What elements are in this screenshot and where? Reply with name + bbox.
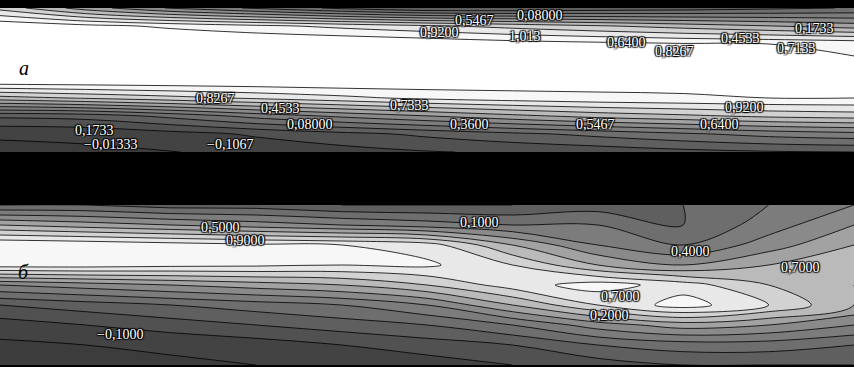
svg-text:0,4533: 0,4533	[261, 101, 300, 116]
svg-text:0,4000: 0,4000	[671, 244, 710, 259]
svg-text:0,9200: 0,9200	[420, 25, 459, 40]
svg-text:0,6400: 0,6400	[700, 117, 739, 132]
svg-text:−0,1000: −0,1000	[97, 327, 143, 342]
svg-text:0,7000: 0,7000	[601, 289, 640, 304]
svg-text:а: а	[19, 57, 29, 79]
svg-text:0,6400: 0,6400	[607, 35, 646, 50]
svg-text:0,08000: 0,08000	[287, 117, 333, 132]
svg-text:0,5467: 0,5467	[455, 13, 494, 28]
svg-text:0,8267: 0,8267	[196, 91, 235, 106]
svg-text:−0,1067: −0,1067	[207, 137, 253, 152]
svg-text:−0,01333: −0,01333	[84, 137, 137, 152]
svg-text:0,9000: 0,9000	[226, 233, 265, 248]
svg-text:0,1733: 0,1733	[795, 21, 834, 36]
svg-text:1,013: 1,013	[509, 29, 541, 44]
svg-text:0,3600: 0,3600	[450, 117, 489, 132]
svg-text:б: б	[18, 261, 29, 283]
svg-text:0,1000: 0,1000	[460, 215, 499, 230]
svg-text:0,5000: 0,5000	[201, 220, 240, 235]
svg-text:0,8267: 0,8267	[655, 44, 694, 59]
svg-text:0,9200: 0,9200	[725, 100, 764, 115]
svg-text:0,08000: 0,08000	[517, 8, 563, 23]
svg-text:0,7000: 0,7000	[781, 260, 820, 275]
svg-text:0,2000: 0,2000	[590, 308, 629, 323]
svg-text:0,5467: 0,5467	[576, 117, 615, 132]
svg-text:0,1733: 0,1733	[75, 123, 114, 138]
svg-text:0,4533: 0,4533	[721, 31, 760, 46]
svg-text:0,7333: 0,7333	[390, 98, 429, 113]
svg-text:0,7133: 0,7133	[777, 41, 816, 56]
